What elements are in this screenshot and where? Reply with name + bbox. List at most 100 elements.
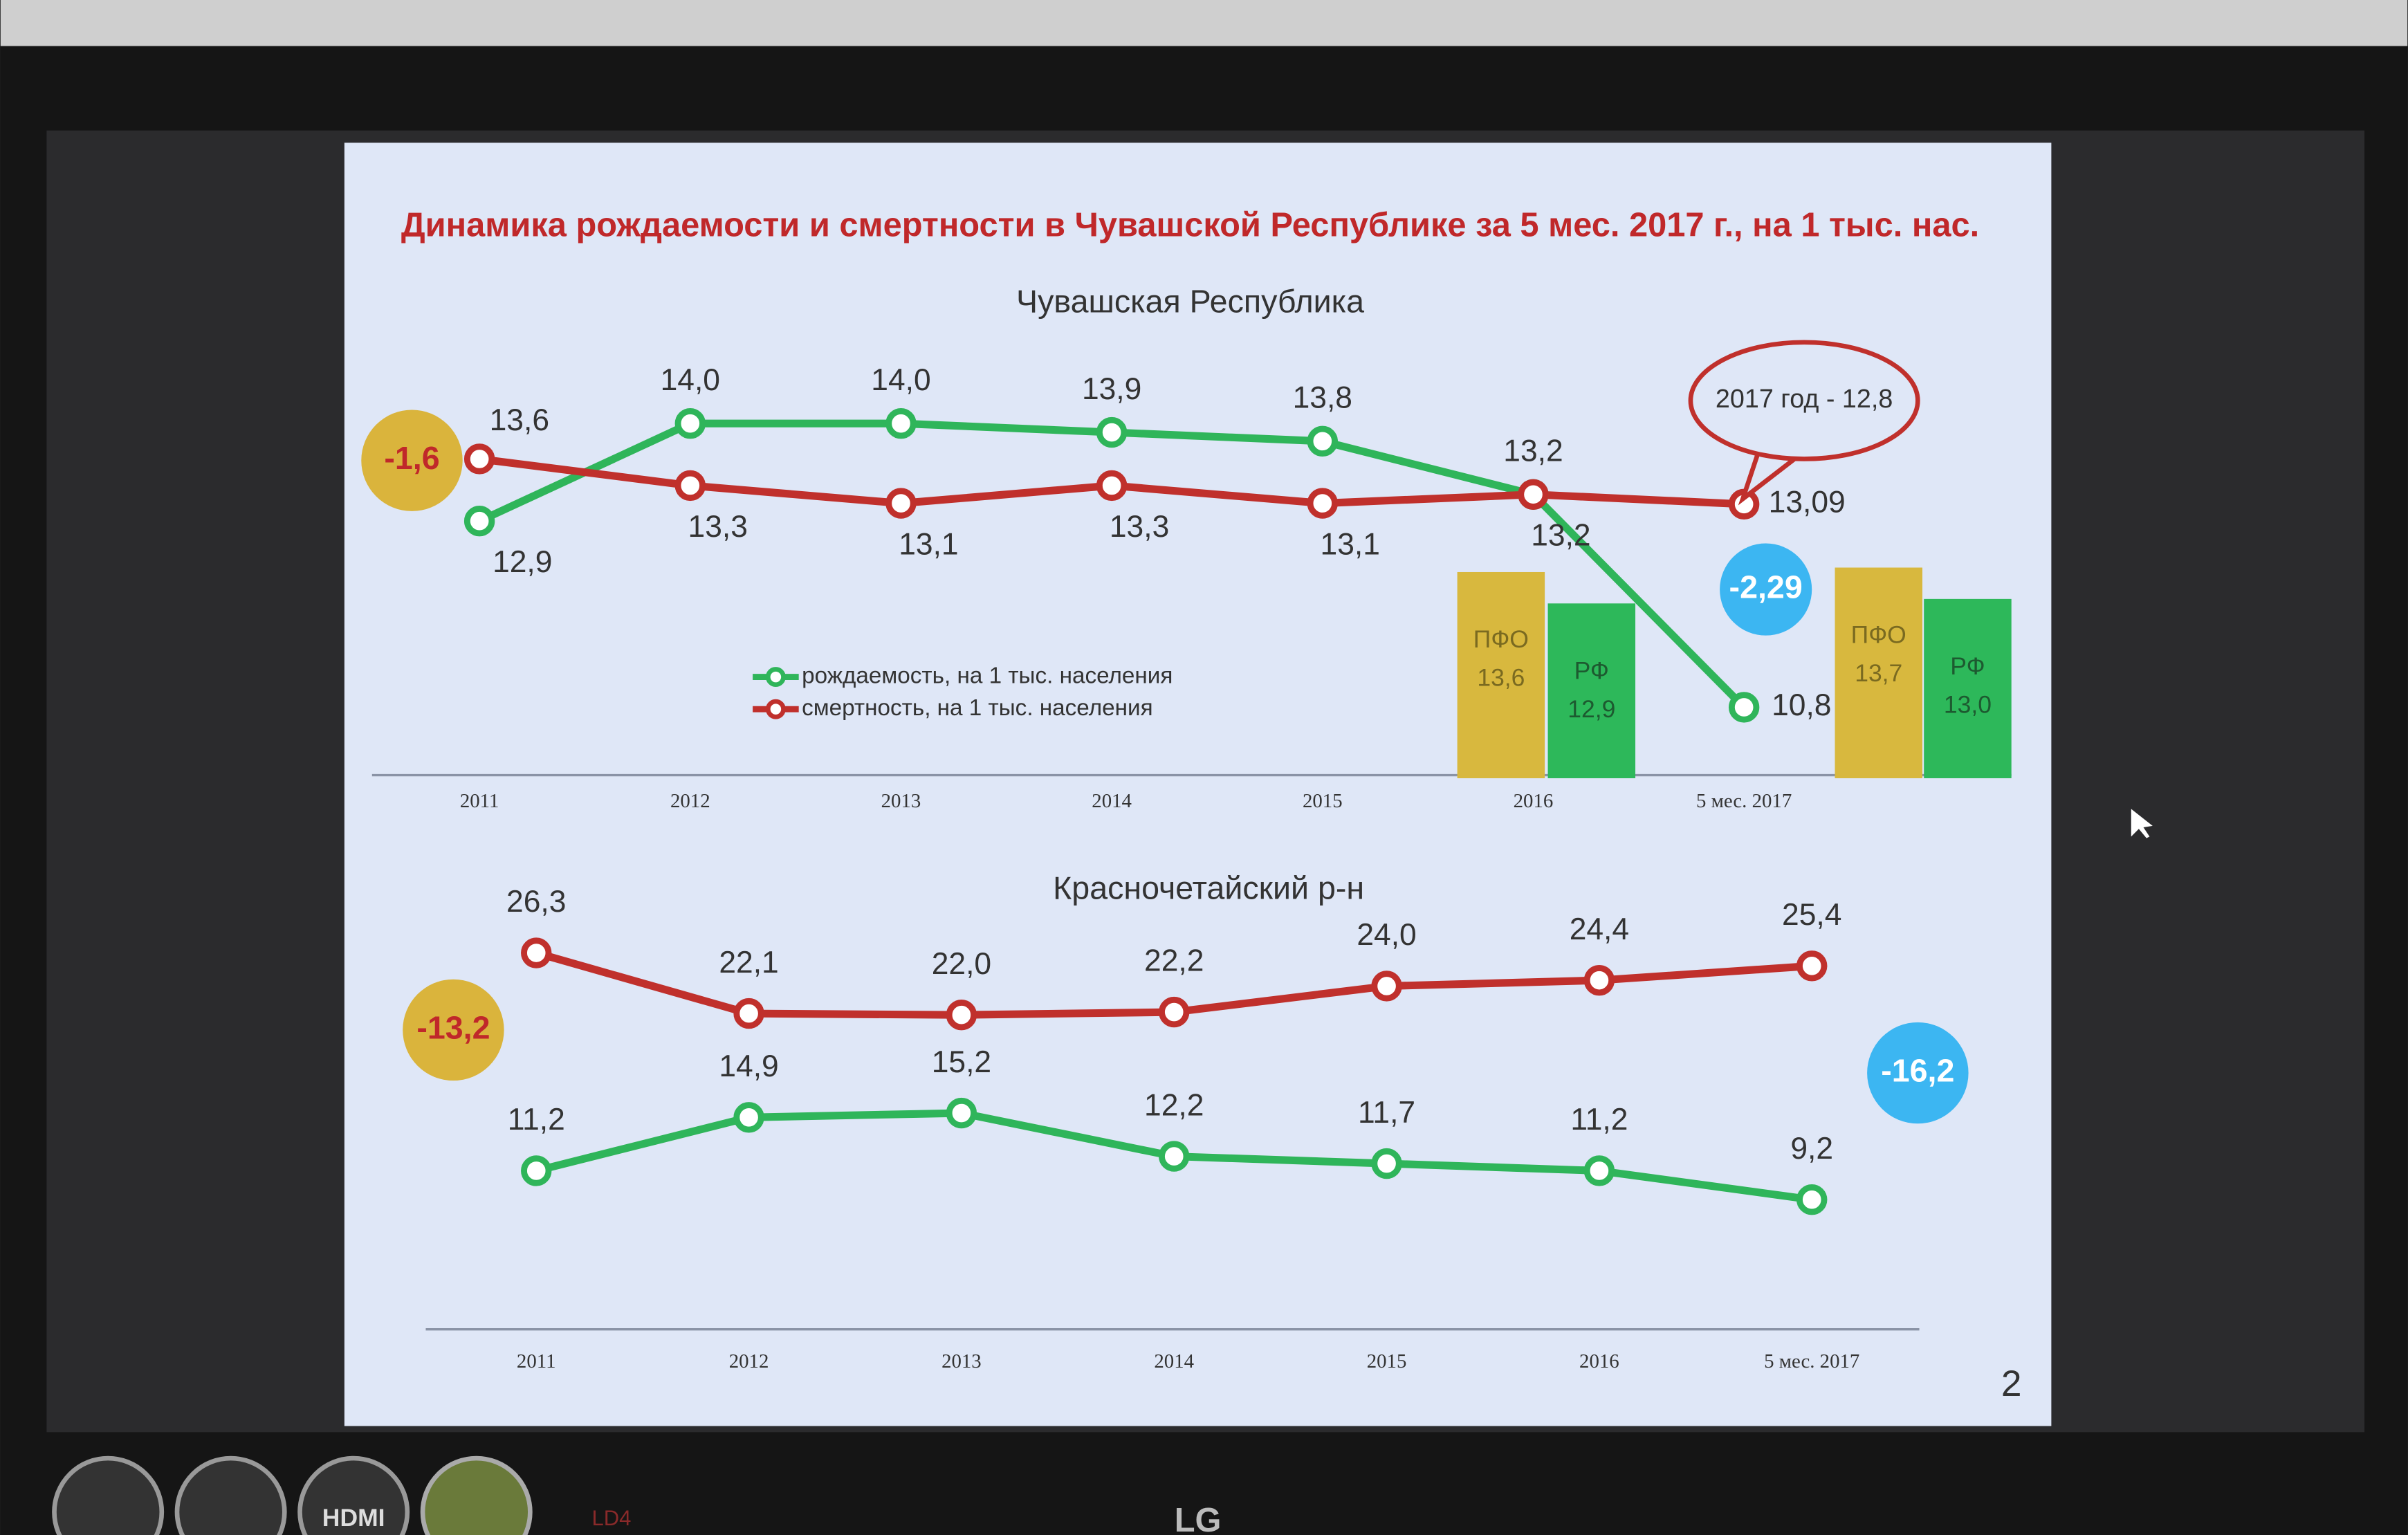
data-label: 24,4 <box>1570 912 1629 946</box>
data-label: 25,4 <box>1782 898 1841 932</box>
marker <box>674 470 706 502</box>
data-label: 11,7 <box>1358 1096 1415 1130</box>
badge-text: -1,6 <box>384 440 439 476</box>
x-tick-label: 2011 <box>517 1350 556 1372</box>
marker <box>885 408 917 439</box>
marker <box>1796 1184 1828 1215</box>
data-label: 10,8 <box>1772 688 1831 722</box>
page-number: 2 <box>2001 1363 2022 1404</box>
marker <box>946 1097 977 1129</box>
data-label: 24,0 <box>1357 918 1416 952</box>
data-label: 12,9 <box>493 545 552 579</box>
x-tick-label: 2014 <box>1092 790 1132 812</box>
callout <box>1688 340 1920 461</box>
legend-label: смертность, на 1 тыс. населения <box>802 695 1152 721</box>
x-tick-label: 2016 <box>1579 1350 1619 1372</box>
x-tick-label: 2016 <box>1514 790 1554 812</box>
marker <box>1159 996 1190 1028</box>
marker <box>521 1155 552 1186</box>
marker <box>463 443 495 475</box>
badge-text: -13,2 <box>416 1009 490 1045</box>
marker <box>1371 1148 1402 1179</box>
data-label: 13,3 <box>1110 510 1169 544</box>
badge <box>1867 1022 1969 1124</box>
badge <box>361 410 463 511</box>
data-label: 13,8 <box>1293 381 1352 415</box>
marker <box>521 937 552 968</box>
marker <box>1096 416 1128 448</box>
x-tick-label: 5 мес. 2017 <box>1696 790 1792 812</box>
data-label: 22,0 <box>932 947 991 981</box>
bar <box>1924 598 2012 779</box>
bezel-label: LD4 <box>591 1506 631 1530</box>
legend-label: рождаемость, на 1 тыс. населения <box>802 663 1173 688</box>
wall <box>0 0 2408 46</box>
marker <box>1371 971 1402 1002</box>
badge <box>403 979 504 1081</box>
badge-text: -16,2 <box>1881 1052 1954 1088</box>
bar-label: 13,6 <box>1477 664 1525 692</box>
marker <box>463 506 495 537</box>
data-label: 13,2 <box>1531 519 1590 553</box>
marker <box>1583 964 1615 996</box>
data-label: 22,1 <box>719 946 778 980</box>
data-label: 13,9 <box>1082 372 1141 406</box>
marker <box>1307 425 1338 457</box>
data-label: 22,2 <box>1144 944 1204 978</box>
data-label: 12,2 <box>1144 1088 1204 1122</box>
x-tick-label: 2012 <box>729 1350 769 1372</box>
brand: LG <box>1175 1502 1222 1535</box>
data-label: 14,0 <box>661 363 720 397</box>
marker <box>1796 950 1828 982</box>
data-label: 11,2 <box>1570 1103 1628 1137</box>
data-label: 13,1 <box>899 527 958 561</box>
bar-label: 13,0 <box>1944 691 1992 719</box>
data-label: 13,1 <box>1321 527 1380 561</box>
x-tick-label: 2014 <box>1154 1350 1194 1372</box>
data-label: 11,2 <box>508 1103 565 1137</box>
bar <box>1457 571 1545 779</box>
bezel-logos: HDMI LD4 LG <box>52 1455 1222 1535</box>
bar <box>1835 567 1922 779</box>
x-tick-label: 2011 <box>460 790 499 812</box>
logo <box>174 1455 287 1535</box>
marker <box>1159 1141 1190 1172</box>
data-label: 15,2 <box>932 1045 991 1079</box>
x-tick-label: 2013 <box>881 790 921 812</box>
chart-title: Чувашская Республика <box>1016 284 1364 320</box>
marker <box>1728 692 1760 723</box>
legend-marker <box>765 699 786 719</box>
x-tick-label: 5 мес. 2017 <box>1764 1350 1859 1372</box>
logo <box>297 1455 410 1535</box>
bar-name: РФ <box>1950 652 1985 680</box>
callout-tail <box>1738 452 1799 506</box>
logo <box>420 1455 533 1535</box>
marker <box>885 488 917 519</box>
logo <box>52 1455 165 1535</box>
x-tick-label: 2015 <box>1367 1350 1407 1372</box>
data-label: 13,2 <box>1503 434 1563 468</box>
marker <box>733 1102 764 1133</box>
chart-title: Красночетайский р-н <box>1053 870 1364 906</box>
bar-label: 13,7 <box>1855 659 1902 687</box>
badge <box>1720 543 1812 636</box>
mouse-cursor <box>2131 809 2153 838</box>
data-label: 9,2 <box>1790 1132 1833 1166</box>
slide-title: Динамика рождаемости и смертности в Чува… <box>401 206 1979 243</box>
x-tick-label: 2015 <box>1303 790 1343 812</box>
data-label: 13,09 <box>1769 486 1846 520</box>
data-label: 14,0 <box>871 363 930 397</box>
marker <box>733 998 764 1029</box>
marker <box>1307 488 1338 519</box>
x-tick-label: 2013 <box>941 1350 982 1372</box>
badge-text: -2,29 <box>1729 569 1803 605</box>
bar-name: РФ <box>1574 657 1609 685</box>
data-label: 14,9 <box>719 1049 778 1083</box>
marker <box>1583 1155 1615 1186</box>
slide <box>344 143 2052 1426</box>
bar-name: ПФО <box>1473 625 1529 653</box>
legend-marker <box>765 667 786 688</box>
x-tick-label: 2012 <box>670 790 710 812</box>
